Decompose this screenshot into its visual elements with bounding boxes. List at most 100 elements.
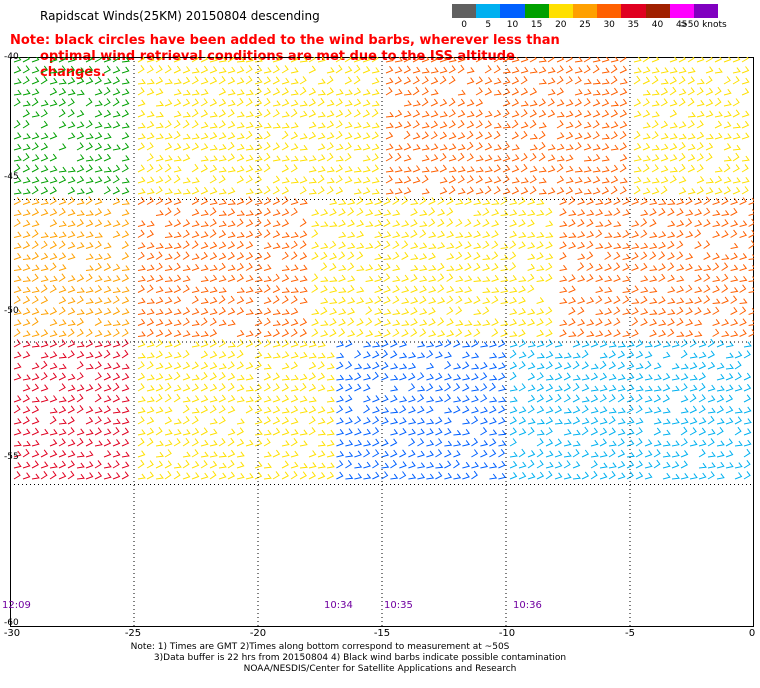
wind-barb (182, 373, 191, 381)
wind-barb (245, 286, 254, 293)
wind-barb (381, 417, 389, 425)
wind-barb (712, 210, 721, 216)
wind-barb (326, 471, 335, 480)
wind-barb (590, 363, 599, 370)
wind-barb (439, 121, 448, 129)
wind-barb (146, 142, 154, 151)
wind-barb (49, 450, 58, 458)
wind-barb (200, 286, 209, 293)
wind-barb (218, 383, 226, 392)
wind-barb (112, 418, 121, 425)
wind-barb (574, 98, 582, 107)
wind-barb (410, 229, 418, 238)
wind-barb (218, 394, 227, 403)
wind-barb (182, 98, 191, 107)
wind-barb (103, 372, 112, 381)
wind-barb (85, 286, 94, 293)
wind-barb (31, 164, 39, 173)
wind-barb (209, 451, 218, 458)
wind-barb (554, 418, 563, 425)
wind-barb (173, 470, 181, 480)
wind-barb (475, 87, 483, 96)
wind-barb (344, 109, 352, 118)
wind-barb (121, 438, 130, 447)
wind-barb (146, 374, 155, 381)
wind-barb (559, 208, 567, 216)
wind-barb (662, 351, 671, 359)
wind-barb (527, 318, 536, 326)
wind-barb (448, 132, 457, 140)
wind-barb (572, 473, 581, 480)
wind-barb (137, 361, 145, 370)
wind-barb (137, 87, 145, 96)
wind-barb (529, 186, 537, 195)
wind-barb (31, 439, 40, 447)
wind-barb (85, 120, 93, 129)
wind-barb (748, 320, 754, 326)
wind-barb (631, 230, 640, 238)
wind-barb (336, 460, 344, 469)
wind-barb (191, 427, 200, 436)
wind-barb (622, 295, 630, 304)
wind-barb (218, 295, 226, 304)
wind-barb (263, 297, 272, 304)
wind-barb (254, 439, 263, 447)
wind-barb (419, 229, 427, 238)
wind-barb (635, 449, 643, 458)
wind-barb (317, 406, 326, 414)
wind-barb (667, 262, 675, 271)
wind-barb (155, 473, 164, 480)
wind-barb (85, 461, 94, 469)
wind-barb (272, 100, 281, 107)
wind-barb (191, 177, 200, 184)
wind-barb (408, 383, 416, 392)
wind-barb (227, 89, 236, 96)
wind-barb (444, 383, 452, 392)
wind-barb (155, 406, 164, 414)
wind-barb (653, 440, 662, 447)
wind-barb (209, 308, 218, 315)
wind-barb (272, 273, 280, 282)
wind-barb (40, 132, 49, 140)
wind-barb (191, 449, 199, 458)
wind-barb (383, 296, 391, 304)
wind-barb (595, 209, 604, 216)
wind-barb (509, 331, 518, 337)
wind-barb (498, 339, 506, 348)
wind-barb (85, 406, 94, 414)
wind-barb (565, 57, 573, 63)
wind-barb (743, 460, 751, 469)
wind-barb (547, 109, 556, 118)
wind-barb (245, 57, 254, 63)
wind-barb (604, 219, 612, 227)
wind-barb (137, 142, 145, 151)
wind-barb (547, 98, 555, 107)
wind-barb (200, 298, 209, 304)
wind-barb (121, 471, 129, 480)
wind-barb (676, 240, 684, 249)
wind-barb (200, 186, 209, 195)
wind-barb (371, 143, 380, 151)
wind-barb (667, 199, 676, 205)
wind-barb (626, 350, 635, 359)
wind-barb (419, 221, 428, 227)
wind-barb (103, 438, 112, 447)
wind-barb (245, 362, 254, 370)
wind-barb (520, 109, 528, 118)
wind-barb (58, 406, 67, 414)
wind-barb (76, 210, 85, 216)
wind-barb (308, 188, 317, 195)
wind-barb (326, 177, 335, 184)
wind-barb (689, 339, 697, 348)
wind-barb (311, 318, 319, 326)
wind-barb (696, 186, 704, 195)
wind-barb (227, 57, 235, 63)
wind-barb (363, 449, 371, 458)
wind-barb (687, 188, 696, 195)
wind-barb (336, 340, 344, 348)
wind-barb (725, 450, 734, 458)
wind-barb (40, 240, 48, 249)
wind-barb (338, 296, 346, 304)
wind-barb (619, 65, 628, 74)
wind-barb (40, 208, 49, 216)
